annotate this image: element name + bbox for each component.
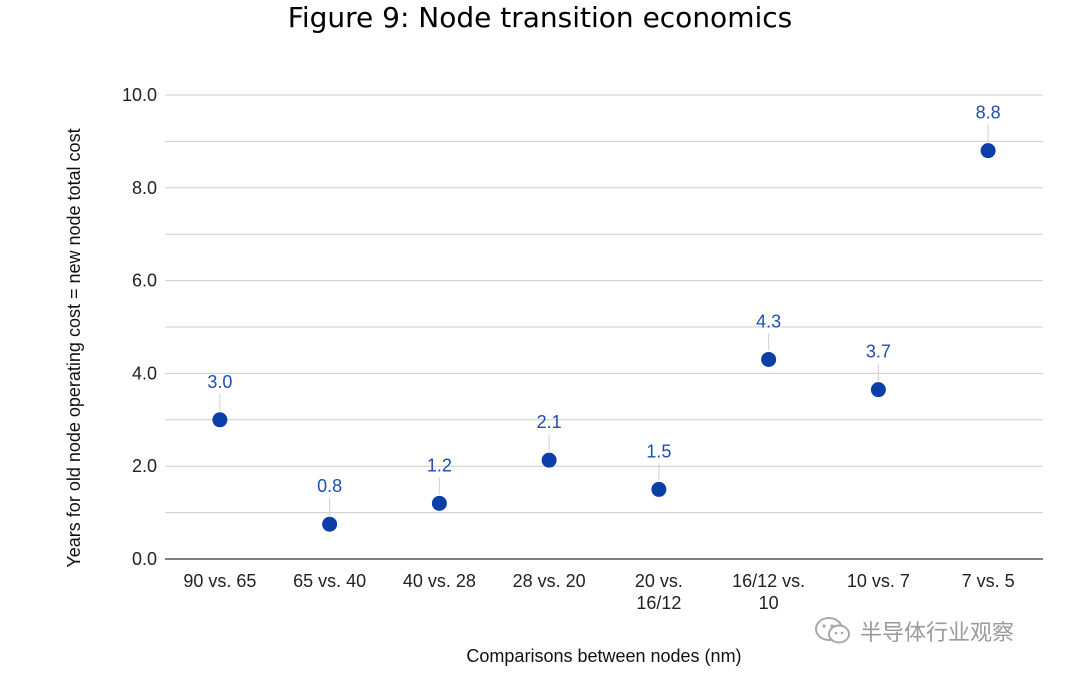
y-tick-label: 4.0 xyxy=(132,363,157,383)
data-label: 3.7 xyxy=(866,342,891,362)
data-point xyxy=(980,143,996,159)
x-tick-label: 20 vs. 16/12 xyxy=(635,571,683,613)
wechat-icon xyxy=(815,617,850,644)
data-label: 1.5 xyxy=(646,441,671,461)
data-point xyxy=(212,412,228,428)
data-label: 0.8 xyxy=(317,476,342,496)
y-tick-label: 10.0 xyxy=(122,85,157,105)
grid-lines xyxy=(165,94,1043,560)
data-point xyxy=(651,481,667,497)
x-axis-title: Comparisons between nodes (nm) xyxy=(466,646,741,666)
x-tick-label: 65 vs. 40 xyxy=(293,571,366,591)
watermark: 半导体行业观察 xyxy=(814,614,1014,648)
chart-title: Figure 9: Node transition economics xyxy=(287,1,793,34)
data-point xyxy=(322,516,338,532)
x-tick-label: 10 vs. 7 xyxy=(847,571,910,591)
data-point xyxy=(431,495,447,511)
data-point xyxy=(761,351,777,367)
data-point xyxy=(870,382,886,398)
data-label: 8.8 xyxy=(976,103,1001,123)
data-point xyxy=(541,452,557,468)
x-axis-ticks: 90 vs. 65 65 vs. 40 40 vs. 28 28 vs. 20 20 v… xyxy=(183,571,1014,613)
x-tick-label: 28 vs. 20 xyxy=(513,571,586,591)
y-axis-title: Years for old node operating cost = new … xyxy=(64,128,84,567)
y-tick-label: 6.0 xyxy=(132,271,157,291)
watermark-text: 半导体行业观察 xyxy=(860,621,1015,646)
data-label: 2.1 xyxy=(537,412,562,432)
x-tick-label: 7 vs. 5 xyxy=(962,571,1015,591)
data-label: 4.3 xyxy=(756,311,781,331)
x-tick-label: 90 vs. 65 xyxy=(183,571,256,591)
y-tick-label: 8.0 xyxy=(132,178,157,198)
x-tick-label: 40 vs. 28 xyxy=(403,571,476,591)
y-tick-label: 0.0 xyxy=(132,549,157,569)
y-tick-label: 2.0 xyxy=(132,456,157,476)
y-axis-ticks: 0.0 2.0 4.0 6.0 8.0 10.0 xyxy=(122,85,157,569)
data-label: 3.0 xyxy=(207,372,232,392)
data-points: 3.0 0.8 1.2 2.1 1.5 4.3 3.7 8.8 xyxy=(207,103,1001,532)
x-tick-label: 16/12 vs. 10 xyxy=(732,571,805,613)
data-label: 1.2 xyxy=(427,455,452,475)
